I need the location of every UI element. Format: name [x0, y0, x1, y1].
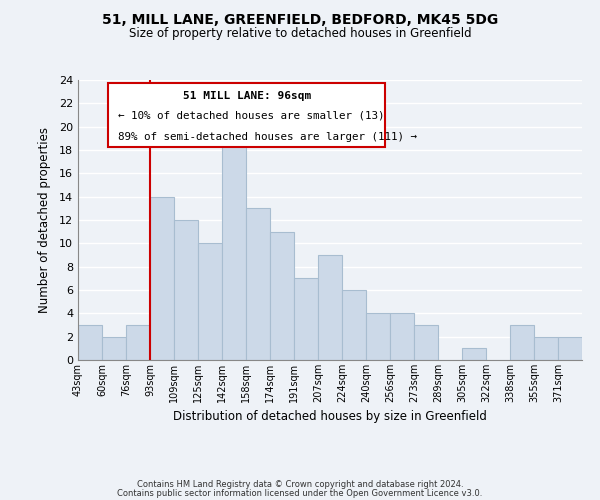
Bar — [534, 336, 558, 360]
X-axis label: Distribution of detached houses by size in Greenfield: Distribution of detached houses by size … — [173, 410, 487, 424]
FancyBboxPatch shape — [108, 83, 385, 147]
Bar — [246, 208, 270, 360]
Bar — [222, 138, 246, 360]
Bar — [126, 325, 150, 360]
Text: Contains public sector information licensed under the Open Government Licence v3: Contains public sector information licen… — [118, 490, 482, 498]
Bar — [150, 196, 174, 360]
Text: Contains HM Land Registry data © Crown copyright and database right 2024.: Contains HM Land Registry data © Crown c… — [137, 480, 463, 489]
Bar — [414, 325, 438, 360]
Bar — [318, 255, 342, 360]
Y-axis label: Number of detached properties: Number of detached properties — [38, 127, 50, 313]
Bar — [342, 290, 366, 360]
Bar — [270, 232, 294, 360]
Bar — [390, 314, 414, 360]
Bar — [366, 314, 390, 360]
Bar — [198, 244, 222, 360]
Bar — [558, 336, 582, 360]
Text: 89% of semi-detached houses are larger (111) →: 89% of semi-detached houses are larger (… — [118, 132, 418, 142]
Bar — [102, 336, 126, 360]
Text: 51 MILL LANE: 96sqm: 51 MILL LANE: 96sqm — [183, 91, 311, 101]
Bar — [174, 220, 198, 360]
Text: ← 10% of detached houses are smaller (13): ← 10% of detached houses are smaller (13… — [118, 111, 385, 121]
Text: 51, MILL LANE, GREENFIELD, BEDFORD, MK45 5DG: 51, MILL LANE, GREENFIELD, BEDFORD, MK45… — [102, 12, 498, 26]
Bar — [462, 348, 486, 360]
Text: Size of property relative to detached houses in Greenfield: Size of property relative to detached ho… — [128, 28, 472, 40]
Bar — [78, 325, 102, 360]
Bar — [294, 278, 318, 360]
Bar — [510, 325, 534, 360]
